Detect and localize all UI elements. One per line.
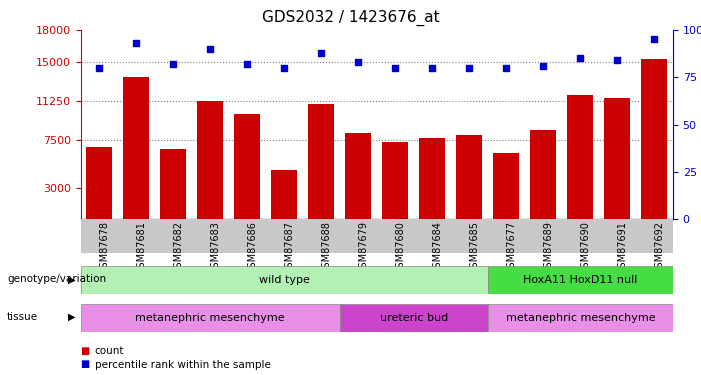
Point: [353, 59, 364, 65]
Point: [612, 57, 623, 63]
Bar: [494, 153, 519, 219]
Text: genotype/variation: genotype/variation: [7, 274, 106, 284]
Text: GSM87680: GSM87680: [395, 221, 405, 274]
Text: GSM87684: GSM87684: [433, 221, 442, 274]
Point: [278, 65, 290, 71]
Text: GSM87690: GSM87690: [580, 221, 590, 274]
Text: tissue: tissue: [7, 312, 38, 322]
Text: GSM87679: GSM87679: [358, 221, 368, 274]
Bar: [81, 266, 488, 294]
Text: GSM87683: GSM87683: [210, 221, 220, 274]
Text: HoxA11 HoxD11 null: HoxA11 HoxD11 null: [523, 275, 638, 285]
Bar: [567, 95, 593, 219]
Text: ■: ■: [81, 346, 90, 355]
Text: metanephric mesenchyme: metanephric mesenchyme: [505, 313, 655, 323]
Text: ureteric bud: ureteric bud: [380, 313, 448, 323]
Text: GSM87691: GSM87691: [618, 221, 627, 274]
Text: GSM87686: GSM87686: [247, 221, 257, 274]
Bar: [419, 138, 445, 219]
Bar: [488, 304, 673, 332]
Text: GSM87682: GSM87682: [173, 221, 183, 274]
Bar: [86, 147, 112, 219]
Text: GSM87689: GSM87689: [543, 221, 553, 274]
Bar: [604, 98, 630, 219]
Bar: [161, 149, 186, 219]
Text: GSM87687: GSM87687: [284, 221, 294, 274]
Text: count: count: [95, 346, 124, 355]
Point: [93, 65, 104, 71]
Text: GSM87685: GSM87685: [470, 221, 479, 274]
Bar: [340, 304, 488, 332]
Point: [464, 65, 475, 71]
Text: GSM87681: GSM87681: [136, 221, 146, 274]
Text: GSM87678: GSM87678: [99, 221, 109, 274]
Bar: [271, 170, 297, 219]
Bar: [641, 60, 667, 219]
Bar: [488, 266, 673, 294]
Bar: [197, 101, 223, 219]
Point: [130, 40, 142, 46]
Bar: [123, 77, 149, 219]
Bar: [234, 114, 260, 219]
Text: GSM87692: GSM87692: [655, 221, 665, 274]
Point: [168, 61, 179, 67]
Text: ■: ■: [81, 360, 90, 369]
Bar: [308, 104, 334, 219]
Bar: [81, 304, 340, 332]
Point: [427, 65, 438, 71]
Point: [315, 50, 327, 56]
Bar: [382, 141, 408, 219]
Point: [649, 36, 660, 42]
Point: [575, 56, 586, 62]
Text: metanephric mesenchyme: metanephric mesenchyme: [135, 313, 285, 323]
Text: GSM87688: GSM87688: [321, 221, 332, 274]
Point: [205, 46, 216, 52]
Point: [538, 63, 549, 69]
Text: wild type: wild type: [259, 275, 310, 285]
Point: [390, 65, 401, 71]
Text: ▶: ▶: [68, 312, 76, 322]
Bar: [456, 135, 482, 219]
Bar: [531, 130, 557, 219]
Text: GSM87677: GSM87677: [506, 221, 517, 274]
Text: percentile rank within the sample: percentile rank within the sample: [95, 360, 271, 369]
Text: GDS2032 / 1423676_at: GDS2032 / 1423676_at: [261, 9, 440, 26]
Bar: [346, 133, 372, 219]
Text: ▶: ▶: [68, 274, 76, 284]
Point: [501, 65, 512, 71]
Point: [242, 61, 253, 67]
